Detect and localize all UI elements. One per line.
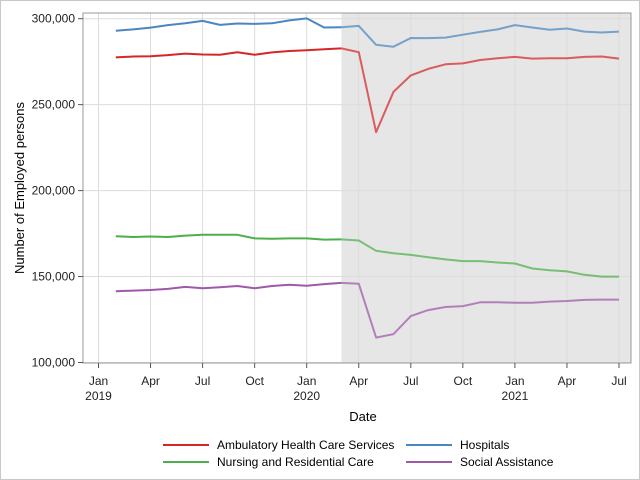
x-tick-year-label: 2020: [293, 389, 320, 403]
y-tick-label: 100,000: [32, 356, 76, 370]
series-line-1: [115, 17, 342, 32]
x-tick-label: Jul: [611, 374, 626, 388]
plot-area-border: [82, 12, 632, 364]
x-tick-label: Jan: [297, 374, 316, 388]
x-tick-label: Apr: [349, 374, 368, 388]
x-tick-label: Jan: [89, 374, 108, 388]
series-line-3: [115, 281, 342, 293]
y-tick-label: 300,000: [32, 12, 76, 26]
x-tick-label: Oct: [454, 374, 473, 388]
series-line-3-shaded: [341, 281, 619, 339]
legend-label: Nursing and Residential Care: [217, 455, 374, 469]
legend: Ambulatory Health Care Services Hospitals…: [163, 438, 554, 469]
x-tick-label: Apr: [558, 374, 577, 388]
y-tick-label: 150,000: [32, 270, 76, 284]
series-line-1-shaded: [341, 24, 620, 48]
legend-label: Social Assistance: [460, 455, 554, 469]
series-line-0: [115, 47, 342, 59]
x-tick-label: Oct: [245, 374, 264, 388]
x-axis-title: Date: [349, 409, 376, 424]
legend-label: Ambulatory Health Care Services: [217, 438, 394, 452]
x-tick-label: Apr: [141, 374, 160, 388]
y-tick-label: 250,000: [32, 98, 76, 112]
x-tick-year-label: 2019: [85, 389, 112, 403]
y-axis-title: Number of Employed persons: [12, 102, 27, 274]
x-tick-label: Jan: [505, 374, 524, 388]
x-tick-label: Jul: [195, 374, 210, 388]
series-line-0-shaded: [341, 47, 620, 134]
x-tick-year-label: 2021: [502, 389, 529, 403]
series-line-2-shaded: [341, 238, 619, 278]
legend-label: Hospitals: [460, 438, 509, 452]
x-tick-label: Jul: [403, 374, 418, 388]
y-tick-label: 200,000: [32, 184, 76, 198]
series-line-2: [115, 233, 342, 241]
shaded-period: [341, 13, 631, 363]
